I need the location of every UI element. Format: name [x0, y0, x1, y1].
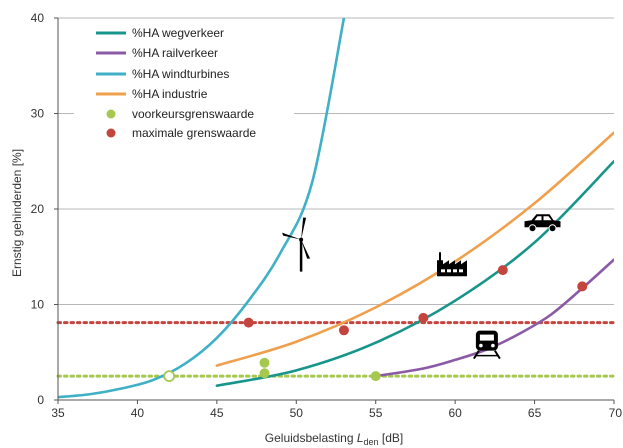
data-point-maximale-grenswaarde: [338, 325, 349, 336]
x-tick-labels: 35 40 45 50 55 60 65 70: [51, 406, 622, 420]
x-tick-label: 55: [369, 406, 383, 420]
car-icon: [524, 214, 561, 233]
legend-item: %HA industrie: [96, 87, 208, 101]
y-tick-label: 20: [31, 202, 45, 216]
y-tick-label: 0: [37, 393, 44, 407]
legend-label: %HA railverkeer: [132, 46, 218, 60]
axes: [54, 17, 615, 404]
data-point-voorkeursgrenswaarde: [163, 370, 176, 383]
legend-background: [74, 22, 294, 144]
data-point-voorkeursgrenswaarde: [370, 371, 381, 382]
data-point-maximale-grenswaarde: [243, 317, 254, 328]
x-tick-label: 70: [609, 406, 623, 420]
train-icon: [473, 330, 501, 360]
legend-swatch-maximale-grenswaarde: [106, 128, 116, 138]
legend-label: %HA windturbines: [132, 67, 229, 81]
category-icons: [282, 214, 561, 360]
legend-label: %HA industrie: [132, 87, 208, 101]
x-tick-label: 50: [290, 406, 304, 420]
wind-turbine-icon: [282, 217, 311, 272]
factory-icon: [437, 252, 467, 277]
legend-item: %HA wegverkeer: [96, 26, 224, 40]
x-tick-label: 45: [210, 406, 224, 420]
y-tick-label: 30: [31, 107, 45, 121]
x-tick-label: 40: [131, 406, 145, 420]
legend-label: voorkeursgrenswaarde: [132, 107, 254, 121]
legend-label: maximale grenswaarde: [132, 126, 256, 140]
x-tick-label: 60: [448, 406, 462, 420]
x-axis-label-symbol: L: [357, 431, 364, 445]
data-point-maximale-grenswaarde: [497, 265, 508, 276]
y-tick-label: 40: [31, 11, 45, 25]
x-axis-label-subscript: den: [364, 437, 379, 447]
legend-label: %HA wegverkeer: [132, 26, 224, 40]
data-point-maximale-grenswaarde: [577, 281, 588, 292]
x-tick-label: 35: [51, 406, 65, 420]
series-line-ha-railverkeer: [374, 258, 614, 378]
series-line-ha-industrie: [215, 131, 614, 367]
y-tick-label: 10: [31, 298, 45, 312]
y-axis-label: Ernstig gehinderden [%]: [10, 149, 24, 277]
threshold-lines: [56, 321, 616, 378]
x-axis-label: Geluidsbelasting Lden [dB]: [265, 431, 403, 447]
legend-item: %HA windturbines: [96, 67, 229, 81]
x-axis-label-unit: [dB]: [379, 431, 404, 445]
data-point-voorkeursgrenswaarde: [259, 357, 270, 368]
data-points: [163, 265, 588, 383]
legend-swatch-voorkeursgrenswaarde: [106, 109, 116, 119]
series-line-ha-wegverkeer: [215, 159, 614, 387]
legend-item: %HA railverkeer: [96, 46, 218, 60]
legend-item: voorkeursgrenswaarde: [106, 107, 254, 121]
legend: %HA wegverkeer %HA railverkeer %HA windt…: [74, 22, 294, 144]
x-axis-label-main: Geluidsbelasting: [265, 431, 357, 445]
data-point-voorkeursgrenswaarde: [259, 368, 270, 379]
data-point-maximale-grenswaarde: [418, 312, 429, 323]
legend-item: maximale grenswaarde: [106, 126, 256, 140]
x-tick-label: 65: [528, 406, 542, 420]
series-line-ha-windturbines: [58, 18, 346, 399]
y-tick-labels: 0 10 20 30 40: [31, 11, 45, 407]
